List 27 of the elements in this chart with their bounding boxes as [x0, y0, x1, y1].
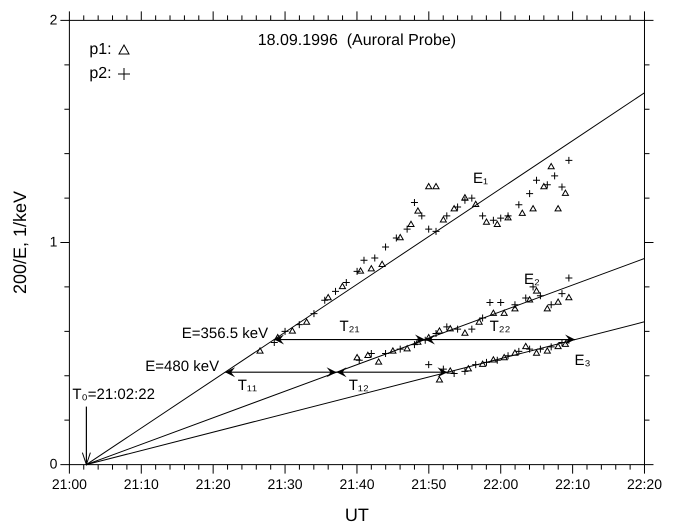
x-tick-label: 22:20 [626, 476, 662, 492]
legend-label: p2: [89, 65, 112, 82]
annotation: E=356.5 keV [182, 325, 268, 342]
annotation: T₂₂ [490, 318, 511, 336]
y-tick-label: 0 [50, 455, 58, 472]
annotation: E₁ [473, 170, 488, 187]
annotation: T₁₁ [238, 376, 258, 394]
annotation: E₂ [524, 271, 540, 288]
text: 18.09.1996 (Auroral Probe) [258, 32, 456, 49]
x-tick-label: 21:30 [268, 476, 303, 492]
y-axis-title: 200/E, 1/keV [10, 190, 30, 294]
x-tick-label: 22:00 [483, 476, 518, 492]
x-tick-label: 21:50 [411, 476, 447, 492]
annotation: T₁₂ [348, 376, 369, 394]
annotation: E=480 keV [145, 358, 220, 375]
x-tick-label: 21:10 [124, 476, 160, 492]
y-tick-label: 2 [50, 11, 58, 28]
annotation: T₂₁ [340, 318, 360, 336]
x-tick-label: 22:10 [555, 476, 590, 492]
legend-label: p1: [89, 41, 112, 58]
x-tick-label: 21:20 [196, 476, 231, 492]
x-tick-label: 21:00 [52, 476, 88, 492]
x-tick-label: 21:40 [339, 476, 375, 492]
x-axis-title: UT [344, 505, 369, 526]
y-tick-label: 1 [50, 233, 58, 250]
annotation: T₀=21:02:22 [72, 386, 155, 404]
annotation: E₃ [574, 352, 591, 369]
